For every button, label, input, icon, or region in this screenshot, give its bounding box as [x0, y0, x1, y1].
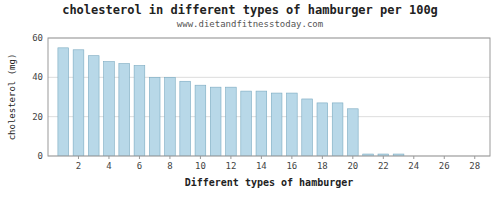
bar — [88, 56, 99, 156]
bar — [317, 103, 328, 156]
x-tick — [200, 156, 201, 159]
bar — [271, 93, 282, 156]
bar — [73, 50, 84, 156]
plot-frame — [48, 38, 490, 156]
grid — [48, 38, 490, 156]
x-tick-label: 12 — [225, 161, 236, 171]
x-tick-label: 20 — [347, 161, 358, 171]
x-tick — [139, 156, 140, 159]
bar — [241, 91, 252, 156]
x-tick — [108, 156, 109, 159]
x-tick-label: 8 — [167, 161, 172, 171]
bar — [149, 77, 160, 156]
x-tick — [261, 156, 262, 159]
bar — [104, 62, 115, 156]
x-tick-label: 26 — [439, 161, 450, 171]
x-tick — [444, 156, 445, 159]
x-tick-label: 10 — [195, 161, 206, 171]
bar — [226, 87, 237, 156]
chart: cholesterol in different types of hambur… — [0, 0, 500, 200]
x-tick-label: 16 — [286, 161, 297, 171]
bar — [210, 87, 221, 156]
x-tick — [322, 156, 323, 159]
y-tick-label: 40 — [32, 72, 43, 82]
x-tick-label: 18 — [317, 161, 328, 171]
x-tick-label: 4 — [106, 161, 111, 171]
x-tick-label: 14 — [256, 161, 267, 171]
x-tick — [78, 156, 79, 159]
y-tick-label: 0 — [38, 151, 43, 161]
y-axis-label: cholesterol (mg) — [7, 54, 17, 141]
x-tick — [474, 156, 475, 159]
x-tick — [169, 156, 170, 159]
x-tick-label: 28 — [469, 161, 480, 171]
bar — [165, 77, 176, 156]
subtitle: www.dietandfitnesstoday.com — [177, 19, 323, 29]
bar — [58, 48, 69, 156]
x-tick — [352, 156, 353, 159]
bar — [302, 99, 313, 156]
bars — [58, 48, 404, 156]
bar — [134, 66, 145, 156]
x-tick — [383, 156, 384, 159]
bar — [195, 85, 206, 156]
x-tick-label: 24 — [408, 161, 419, 171]
bar — [347, 109, 358, 156]
x-tick — [230, 156, 231, 159]
x-tick — [291, 156, 292, 159]
x-tick — [413, 156, 414, 159]
title: cholesterol in different types of hambur… — [62, 3, 438, 17]
bar — [256, 91, 267, 156]
x-tick-label: 6 — [137, 161, 142, 171]
x-axis-label: Different types of hamburger — [185, 177, 354, 188]
x-tick-label: 2 — [76, 161, 81, 171]
y-tick-label: 20 — [32, 112, 43, 122]
bar — [119, 64, 130, 156]
bar — [287, 93, 298, 156]
bar — [332, 103, 343, 156]
bar — [180, 81, 191, 156]
y-tick-label: 60 — [32, 33, 43, 43]
x-tick-label: 22 — [378, 161, 389, 171]
